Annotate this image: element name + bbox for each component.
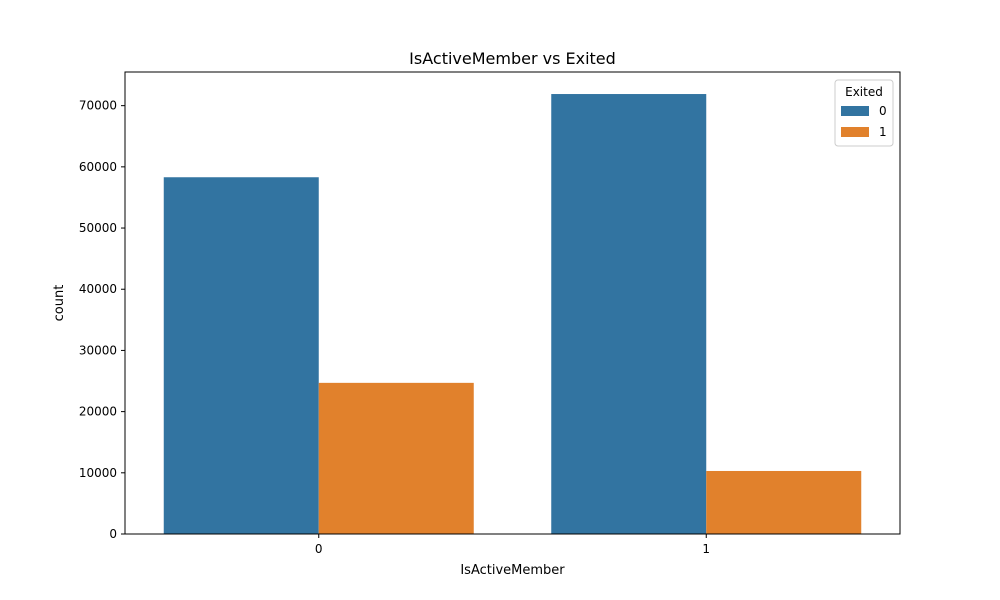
y-tick-label: 0	[109, 527, 117, 541]
plot-frame	[124, 71, 901, 535]
x-tick-label: 0	[315, 542, 323, 556]
y-tick-label: 50000	[79, 221, 117, 235]
y-tick-label: 20000	[79, 405, 117, 419]
legend-label-exited-0: 0	[879, 104, 887, 118]
y-axis-label: count	[52, 285, 67, 322]
y-axis-ticks: 0 10000 20000 30000 40000 50000 60000 70000	[79, 99, 125, 541]
bar-ismember-1-exited-0	[551, 94, 707, 534]
bar-ismember-1-exited-1	[706, 470, 862, 534]
legend-swatch-exited-1	[841, 127, 869, 137]
chart-title: IsActiveMember vs Exited	[409, 49, 616, 68]
legend-title: Exited	[845, 85, 883, 99]
legend: Exited 0 1	[834, 79, 894, 147]
y-tick-label: 40000	[79, 282, 117, 296]
y-tick-label: 10000	[79, 466, 117, 480]
legend-label-exited-1: 1	[879, 125, 887, 139]
bar-ismember-0-exited-1	[318, 382, 474, 534]
y-tick-label: 30000	[79, 343, 117, 357]
x-tick-label: 1	[702, 542, 710, 556]
y-tick-label: 70000	[79, 99, 117, 113]
y-tick-label: 60000	[79, 160, 117, 174]
x-axis-label: IsActiveMember	[460, 563, 565, 578]
legend-swatch-exited-0	[841, 106, 869, 116]
bars	[163, 94, 862, 534]
bar-ismember-0-exited-0	[163, 177, 319, 534]
